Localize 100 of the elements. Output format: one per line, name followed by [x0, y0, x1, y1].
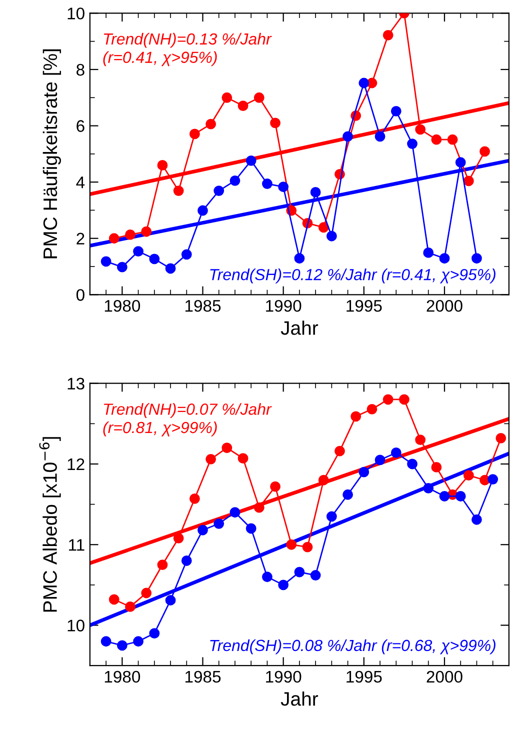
- point: [390, 106, 402, 116]
- y-tick-label: 10: [68, 8, 84, 20]
- point: [334, 446, 345, 456]
- point: [173, 186, 184, 196]
- point: [463, 176, 474, 186]
- point: [246, 523, 256, 534]
- point: [198, 205, 208, 216]
- point: [198, 524, 208, 536]
- point: [455, 491, 466, 502]
- x-tick-label: 1995: [346, 670, 382, 683]
- y-tick-label: 12: [68, 458, 84, 470]
- point: [254, 92, 264, 103]
- point: [439, 253, 450, 264]
- point: [431, 462, 442, 472]
- point: [246, 155, 256, 166]
- point: [423, 248, 434, 258]
- point: [141, 226, 152, 237]
- point: [431, 134, 442, 145]
- y-axis-title: PMC Häufigkeitsrate [%]: [42, 49, 61, 258]
- x-tick-label: 1980: [104, 670, 140, 683]
- point: [133, 636, 144, 647]
- point: [358, 78, 370, 88]
- x-axis-title: Jahr: [280, 320, 318, 335]
- annotation: Trend(SH)=0.12 %/Jahr (r=0.41, χ>95%): [210, 268, 496, 284]
- point: [350, 411, 362, 422]
- point: [294, 253, 305, 264]
- point: [358, 466, 370, 478]
- point: [472, 253, 482, 264]
- point: [270, 118, 280, 128]
- y-tick-label: 6: [76, 120, 84, 132]
- point: [230, 175, 240, 186]
- x-tick-label: 2000: [426, 670, 462, 683]
- point: [157, 560, 168, 570]
- point: [496, 432, 506, 444]
- point: [262, 572, 272, 582]
- annotation: Trend(NH)=0.13 %/Jahr (r=0.41, χ>95%): [103, 32, 272, 66]
- point: [165, 263, 176, 274]
- x-axis-title: Jahr: [280, 692, 318, 706]
- point: [206, 118, 216, 130]
- point: [222, 92, 232, 103]
- point: [262, 178, 272, 189]
- point: [318, 222, 329, 233]
- y-tick-label: 8: [76, 64, 84, 76]
- point: [222, 442, 232, 454]
- point: [157, 160, 168, 170]
- point: [390, 447, 402, 458]
- annotation: Trend(SH)=0.08 %/Jahr (r=0.68, χ>99%): [210, 639, 496, 654]
- point: [407, 458, 418, 470]
- point: [141, 588, 152, 598]
- point: [382, 394, 394, 405]
- point: [366, 404, 378, 414]
- point: [116, 640, 128, 651]
- y-tick-label: 10: [68, 620, 84, 632]
- point: [302, 542, 313, 552]
- point: [100, 256, 112, 267]
- point: [165, 595, 176, 606]
- point: [374, 131, 386, 142]
- x-tick-label: 1985: [185, 300, 221, 312]
- point: [310, 570, 321, 580]
- y-tick-label: 13: [68, 378, 84, 390]
- y-tick-label: 11: [69, 539, 84, 551]
- point: [278, 580, 289, 590]
- point: [342, 131, 354, 142]
- y-axis-title: PMC Albedo [x10$^{−6}$]: [39, 437, 61, 612]
- point: [382, 30, 394, 40]
- x-tick-label: 1990: [266, 670, 302, 683]
- point: [270, 481, 280, 492]
- x-tick-label: 1990: [266, 300, 302, 312]
- point: [149, 254, 160, 264]
- point: [125, 601, 136, 612]
- x-tick-label: 1980: [104, 300, 140, 312]
- x-tick-label: 1995: [346, 300, 382, 312]
- point: [455, 157, 466, 168]
- point: [472, 514, 482, 525]
- point: [181, 249, 192, 260]
- point: [173, 532, 184, 544]
- point: [108, 594, 120, 605]
- point: [326, 511, 337, 522]
- point: [423, 482, 434, 494]
- point: [238, 100, 248, 112]
- point: [326, 230, 337, 242]
- point: [189, 493, 200, 504]
- point: [286, 539, 297, 550]
- point: [133, 246, 144, 257]
- point: [100, 636, 112, 647]
- point: [278, 182, 289, 192]
- point: [230, 507, 240, 518]
- point: [447, 134, 458, 145]
- point: [214, 518, 224, 529]
- point: [480, 146, 490, 157]
- x-tick-label: 1985: [185, 670, 221, 683]
- point: [407, 138, 418, 150]
- y-tick-label: 0: [76, 289, 84, 301]
- point: [254, 502, 264, 513]
- annotation: Trend(NH)=0.07 %/Jahr (r=0.81, χ>99%): [103, 403, 272, 436]
- point: [189, 128, 200, 140]
- point: [439, 491, 450, 502]
- y-tick-label: 4: [76, 176, 85, 188]
- point: [342, 489, 354, 500]
- point: [398, 394, 410, 405]
